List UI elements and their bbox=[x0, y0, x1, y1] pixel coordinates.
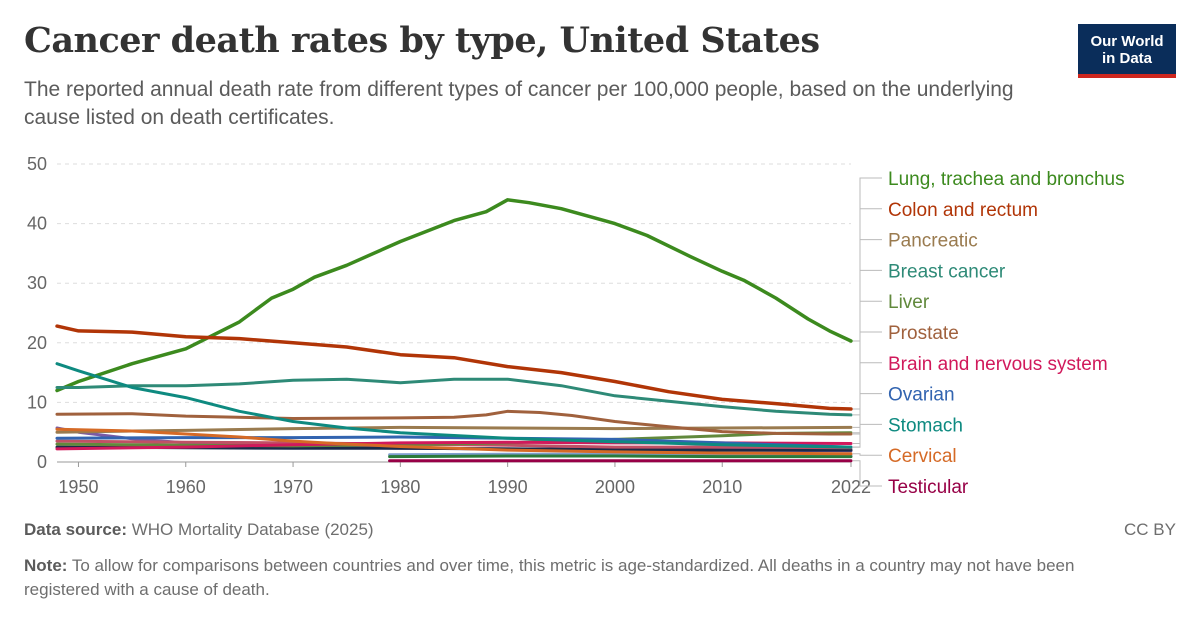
legend-label: Stomach bbox=[888, 415, 963, 436]
y-tick-label: 50 bbox=[27, 154, 47, 174]
legend-connector bbox=[853, 453, 882, 456]
series-line bbox=[55, 435, 853, 449]
x-tick-label: 1950 bbox=[58, 477, 98, 497]
legend-connector bbox=[853, 423, 882, 448]
x-tick-label: 1980 bbox=[380, 477, 420, 497]
series-line bbox=[55, 427, 853, 456]
series-line bbox=[55, 324, 853, 411]
legend-label: Ovarian bbox=[888, 385, 955, 406]
x-tick-label: 2022 bbox=[831, 477, 871, 497]
x-tick-label: 1960 bbox=[166, 477, 206, 497]
note-label: Note: bbox=[24, 556, 68, 575]
legend-label: Brain and nervous system bbox=[888, 354, 1108, 375]
series-line bbox=[55, 198, 853, 393]
note-text: To allow for comparisons between countri… bbox=[24, 556, 1075, 599]
series-line bbox=[55, 409, 853, 436]
series-line bbox=[55, 377, 853, 417]
source-text[interactable]: WHO Mortality Database (2025) bbox=[131, 520, 374, 539]
legend-connector bbox=[853, 362, 882, 444]
y-tick-label: 30 bbox=[27, 273, 47, 293]
logo-line-2: in Data bbox=[1101, 50, 1152, 67]
line-chart: 0 10 20 30 40 50 1950 1960 1970 1980 1990 2000 2010 2… bbox=[27, 154, 1125, 498]
license-link[interactable]: CC BY bbox=[1124, 520, 1176, 539]
x-tick-label: 1970 bbox=[273, 477, 313, 497]
x-tick-label: 2010 bbox=[702, 477, 742, 497]
legend-label: Liver bbox=[888, 292, 930, 313]
legend-label: Colon and rectum bbox=[888, 200, 1038, 221]
legend-label: Breast cancer bbox=[888, 261, 1006, 282]
x-tick-label: 2000 bbox=[595, 477, 635, 497]
y-tick-label: 0 bbox=[37, 452, 47, 472]
legend-label: Cervical bbox=[888, 446, 957, 467]
legend-label: Lung, trachea and bronchus bbox=[888, 169, 1125, 190]
logo-line-1: Our World bbox=[1090, 33, 1164, 50]
chart-subtitle: The reported annual death rate from diff… bbox=[24, 78, 1014, 129]
source-label: Data source: bbox=[24, 520, 127, 539]
chart-note: Note: To allow for comparisons between c… bbox=[24, 554, 1144, 602]
series-line bbox=[388, 454, 853, 459]
legend-connector bbox=[853, 208, 882, 410]
y-tick-label: 20 bbox=[27, 333, 47, 353]
legend-connector bbox=[853, 393, 882, 448]
legend-label: Testicular bbox=[888, 477, 969, 498]
y-tick-label: 40 bbox=[27, 214, 47, 234]
legend-connector bbox=[853, 177, 882, 342]
legend-connector bbox=[853, 300, 882, 434]
legend-connector bbox=[853, 460, 882, 487]
legend-label: Prostate bbox=[888, 323, 959, 344]
x-tick-label: 1990 bbox=[488, 477, 528, 497]
y-tick-label: 10 bbox=[27, 392, 47, 412]
owid-logo[interactable]: Our World in Data bbox=[1078, 24, 1176, 78]
chart-title: Cancer death rates by type, United State… bbox=[24, 20, 820, 61]
series-line bbox=[55, 362, 853, 449]
legend-connector bbox=[853, 239, 882, 428]
legend-label: Pancreatic bbox=[888, 231, 978, 252]
legend-connector bbox=[853, 331, 882, 435]
data-source: Data source: WHO Mortality Database (202… bbox=[24, 520, 374, 540]
